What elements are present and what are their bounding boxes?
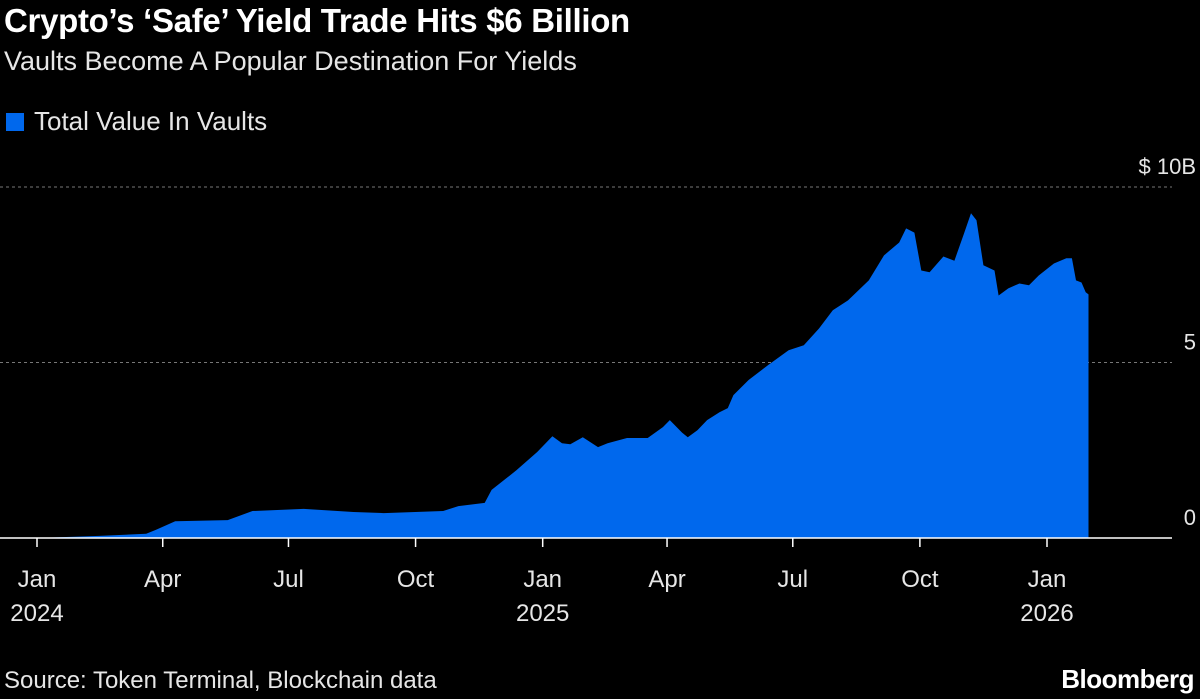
- x-tick-label: Apr: [144, 566, 181, 593]
- chart-subtitle: Vaults Become A Popular Destination For …: [4, 46, 577, 76]
- x-tick-year-label: 2026: [1020, 600, 1073, 627]
- x-tick-label: Apr: [648, 566, 685, 593]
- x-tick-year-label: 2024: [10, 600, 63, 627]
- y-tick-label: 5: [1184, 330, 1196, 355]
- y-tick-label: 0: [1184, 505, 1196, 530]
- x-tick-label: Jul: [777, 566, 808, 593]
- x-tick-label: Jul: [273, 566, 304, 593]
- legend-swatch: [6, 112, 24, 131]
- x-tick-label: Jan: [523, 566, 562, 593]
- x-tick-label: Jan: [1028, 566, 1067, 593]
- x-tick-label: Jan: [18, 566, 57, 593]
- legend-label: Total Value In Vaults: [34, 106, 268, 136]
- x-tick-label: Oct: [397, 566, 435, 593]
- legend: Total Value In Vaults: [6, 106, 267, 137]
- x-tick-year-label: 2025: [516, 600, 569, 627]
- chart-title: Crypto’s ‘Safe’ Yield Trade Hits $6 Bill…: [4, 2, 630, 39]
- bloomberg-logo: Bloomberg: [1061, 664, 1194, 694]
- area-chart: $ 10B 5 0 Jan 2024 Apr Jul Oct Jan 2025 Apr Jul Oct J…: [0, 154, 1197, 627]
- source-note: Source: Token Terminal, Blockchain data: [4, 667, 437, 694]
- series-area-total-value-in-vaults: [37, 213, 1089, 539]
- x-tick-label: Oct: [901, 566, 939, 593]
- y-tick-label: $ 10B: [1139, 154, 1197, 179]
